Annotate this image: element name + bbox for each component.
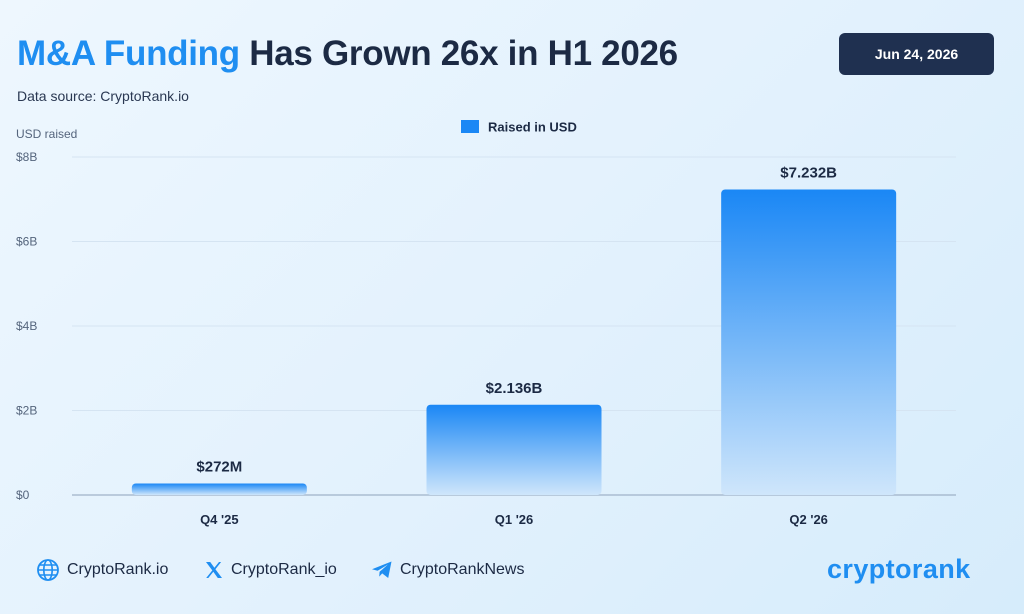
title-rest: Has Grown 26x in H1 2026 (239, 34, 678, 73)
footer-telegram-label: CryptoRankNews (400, 561, 525, 578)
footer-twitter-label: CryptoRank_io (231, 561, 337, 578)
bar (426, 404, 602, 495)
legend-swatch (461, 120, 479, 133)
y-tick-label: $0 (16, 488, 30, 502)
bar (721, 189, 897, 495)
y-tick-label: $6B (16, 235, 37, 249)
footer-website-label: CryptoRank.io (67, 561, 169, 578)
footer-twitter[interactable]: CryptoRank_io (204, 558, 337, 582)
title-highlight: M&A Funding (17, 34, 240, 73)
bar-value-label: $272M (196, 459, 242, 476)
y-axis-label: USD raised (16, 127, 77, 141)
bar-chart: USD raised $0 $2B $4B $6B $8B $272M Q4 '25 $2.13… (16, 120, 956, 527)
legend-label: Raised in USD (488, 120, 577, 135)
data-source: Data source: CryptoRank.io (17, 88, 189, 104)
y-tick-label: $4B (16, 319, 37, 333)
bar-value-label: $2.136B (486, 380, 543, 397)
date-badge: Jun 24, 2026 (839, 33, 994, 75)
x-tick-label: Q1 '26 (495, 512, 534, 527)
globe-icon (37, 559, 59, 581)
chart-title: M&A Funding Has Grown 26x in H1 2026 (17, 30, 678, 78)
x-tick-label: Q2 '26 (789, 512, 828, 527)
cryptorank-logo: cryptorank (827, 554, 971, 584)
footer-telegram[interactable]: CryptoRankNews (371, 558, 524, 582)
x-icon (206, 562, 222, 578)
y-tick-label: $2B (16, 404, 37, 418)
footer-website[interactable]: CryptoRank.io (36, 558, 168, 582)
telegram-icon (372, 561, 392, 578)
bar (131, 483, 307, 495)
bar-value-label: $7.232B (780, 164, 837, 181)
y-tick-label: $8B (16, 150, 37, 164)
x-tick-label: Q4 '25 (200, 512, 239, 527)
